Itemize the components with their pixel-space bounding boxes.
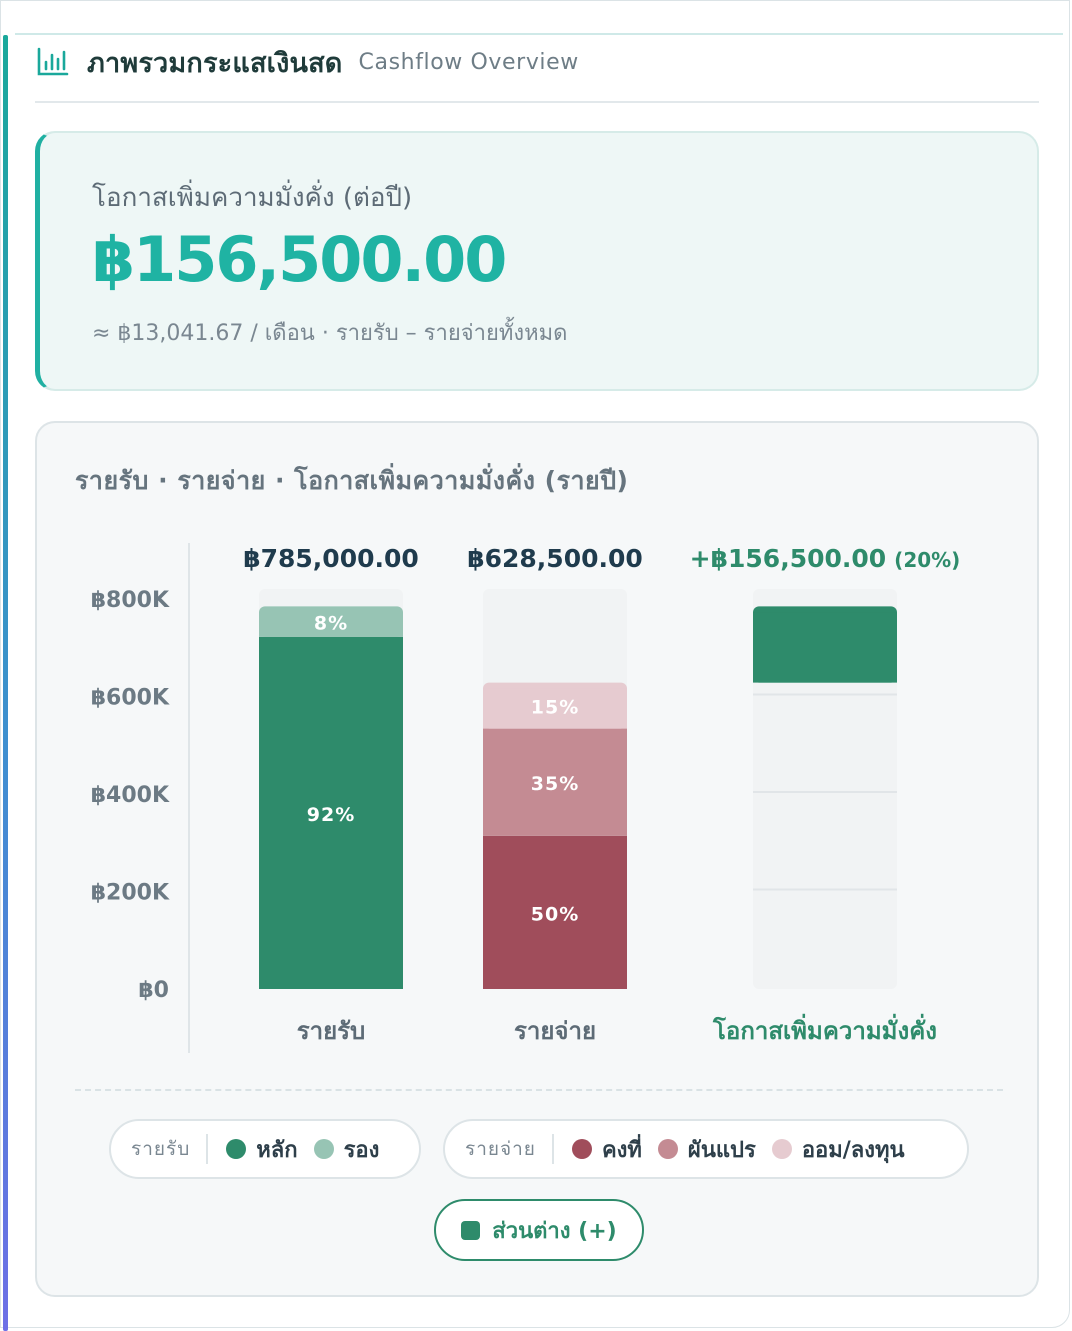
bar-segment-ผันแปร: [483, 728, 627, 836]
bar-segment-label: 35%: [531, 773, 579, 795]
legend-separator: [551, 1134, 554, 1164]
legend-separator: [206, 1134, 209, 1164]
legend-item-expense-variable: ผันแปร: [657, 1132, 756, 1167]
x-category-label: รายจ่าย: [514, 1017, 596, 1045]
expense-legend-group: รายจ่าย: [465, 1138, 536, 1160]
difference-legend: ส่วนต่าง (+): [434, 1199, 644, 1261]
chart-title: รายรับ · รายจ่าย · โอกาสเพิ่มความมั่งคั่…: [75, 466, 629, 495]
bar-segment-label: 15%: [531, 697, 579, 719]
income-main-swatch: [226, 1139, 247, 1159]
legend-label: ผันแปร: [687, 1137, 756, 1163]
bar-total-label: ฿628,500.00: [467, 544, 643, 573]
legend-item-income-main: หลัก: [226, 1132, 298, 1167]
bar-total-percent: (20%): [894, 548, 960, 572]
legend-label: รอง: [343, 1137, 380, 1163]
bar-segment-fill: [753, 612, 897, 683]
difference-legend-label: ส่วนต่าง (+): [492, 1218, 617, 1244]
wealth-opportunity-label: โอกาสเพิ่มความมั่งคั่ง (ต่อปี): [92, 183, 413, 213]
x-category-label: โอกาสเพิ่มความมั่งคั่ง: [712, 1013, 937, 1045]
bar-total-value: ฿785,000.00: [243, 544, 419, 573]
wealth-opportunity-note: ≈ ฿13,041.67 / เดือน · รายรับ – รายจ่ายท…: [92, 321, 568, 346]
section-header: ภาพรวมกระแสเงินสด Cashflow Overview: [37, 37, 579, 87]
difference-swatch: [461, 1220, 481, 1240]
bar-segment-fill: [259, 612, 403, 637]
cashflow-chart: ฿800K ฿600K ฿400K ฿200K ฿0 92% 8% ฿785,000.00 รา…: [91, 543, 961, 1053]
legend-divider: [75, 1089, 1003, 1091]
legend-label: คงที่: [601, 1137, 642, 1163]
bar-segment-fill: [483, 688, 627, 729]
y-tick-label: ฿800K: [91, 588, 170, 613]
wealth-opportunity-value: ฿156,500.00: [92, 223, 507, 296]
bar-segment-label: 50%: [531, 903, 579, 925]
bar-segment-คงที่: [483, 835, 627, 989]
bar-segment-label: 8%: [314, 613, 348, 635]
top-divider: [15, 33, 1063, 35]
bar-total-label: ฿785,000.00: [243, 544, 419, 573]
legend-item-income-secondary: รอง: [313, 1132, 380, 1167]
expense-saving-swatch: [771, 1139, 792, 1159]
accent-bar: [3, 35, 8, 1331]
expense-legend: รายจ่าย คงที่ ผันแปร ออม/ลงทุน: [443, 1119, 969, 1179]
bar-total-value: ฿628,500.00: [467, 544, 643, 573]
legend-label: ออม/ลงทุน: [801, 1137, 905, 1163]
expense-variable-swatch: [657, 1139, 678, 1159]
income-legend-group: รายรับ: [131, 1138, 191, 1160]
y-tick-label: ฿200K: [91, 881, 170, 906]
bar-chart-icon: [37, 47, 69, 76]
bar-segment-หลัก: [259, 636, 403, 989]
y-tick-label: ฿600K: [91, 686, 170, 711]
legend-item-expense-saving: ออม/ลงทุน: [771, 1132, 905, 1167]
x-category-label: รายรับ: [297, 1017, 366, 1045]
cashflow-chart-card: รายรับ · รายจ่าย · โอกาสเพิ่มความมั่งคั่…: [35, 421, 1039, 1297]
expense-fixed-swatch: [571, 1139, 592, 1159]
section-title: ภาพรวมกระแสเงินสด: [87, 47, 343, 79]
bar-total-label: +฿156,500.00 (20%): [690, 544, 961, 573]
bar-segment-label: 92%: [307, 804, 355, 826]
wealth-opportunity-summary: โอกาสเพิ่มความมั่งคั่ง (ต่อปี) ฿156,500.…: [35, 131, 1039, 391]
legend-label: หลัก: [256, 1137, 298, 1163]
y-tick-label: ฿400K: [91, 783, 170, 808]
income-secondary-swatch: [313, 1139, 334, 1159]
legend-item-expense-fixed: คงที่: [571, 1132, 642, 1167]
bar-total-value: +฿156,500.00: [690, 544, 887, 573]
section-subtitle: Cashflow Overview: [358, 49, 579, 75]
header-divider: [35, 101, 1039, 103]
income-legend: รายรับ หลัก รอง: [109, 1119, 421, 1179]
y-tick-label: ฿0: [138, 978, 169, 1003]
